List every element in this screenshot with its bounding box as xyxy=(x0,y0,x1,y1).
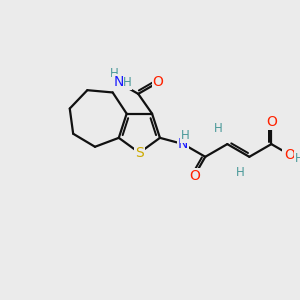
Text: H: H xyxy=(236,166,245,179)
Text: O: O xyxy=(189,169,200,182)
Text: O: O xyxy=(285,148,296,162)
Text: H: H xyxy=(214,122,223,135)
Text: H: H xyxy=(123,76,132,89)
Text: N: N xyxy=(178,137,188,151)
Text: O: O xyxy=(266,116,277,130)
Text: H: H xyxy=(295,152,300,165)
Text: H: H xyxy=(110,68,119,80)
Text: O: O xyxy=(153,75,164,89)
Text: S: S xyxy=(135,146,144,160)
Text: N: N xyxy=(113,75,124,89)
Text: H: H xyxy=(181,129,190,142)
